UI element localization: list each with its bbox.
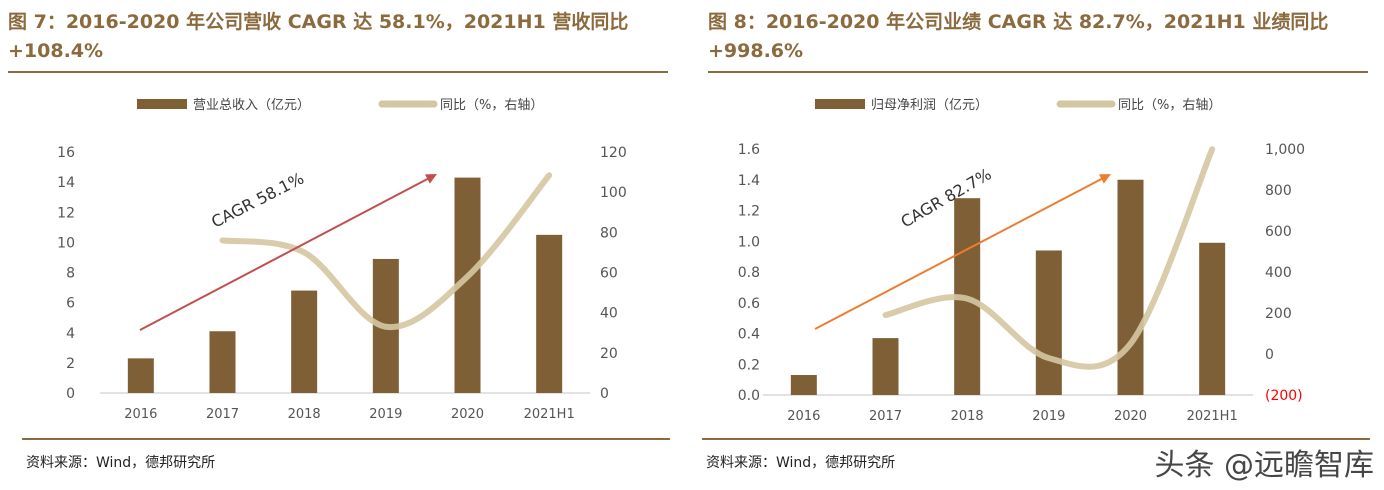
left-axis-tick: 1.6 [738,142,760,158]
left-axis-tick: 8 [66,266,75,282]
left-axis-tick: 1.2 [738,204,760,220]
left-axis-tick: 1.0 [738,234,760,250]
x-axis-tick: 2020 [451,407,484,422]
bar-2019 [1035,250,1062,395]
left-axis-tick: 4 [66,326,75,342]
footer-divider-1 [22,438,670,440]
title-divider-2 [708,71,1368,73]
bar-2021H1 [1199,242,1226,395]
right-axis-tick: 0 [1265,347,1274,363]
legend-line-label: 同比（%，右轴） [1118,98,1221,113]
bar-2017 [209,331,236,393]
right-axis-tick: 40 [600,306,618,322]
left-axis-tick: 0.4 [738,327,760,343]
bar-2020 [1117,179,1144,395]
footer-divider-2 [702,438,1370,440]
right-axis-tick: 600 [1265,224,1292,240]
right-axis-tick: 1,000 [1265,142,1305,158]
left-axis-tick: 12 [57,205,75,221]
legend-bar-swatch [137,99,187,109]
cagr-arrow [814,177,1103,330]
chart-title-2: 图 8：2016-2020 年公司业绩 CAGR 达 82.7%，2021H1 … [708,11,1329,62]
legend-bar-label: 营业总收入（亿元） [193,98,310,113]
right-axis-tick: 800 [1265,183,1292,199]
bar-2021H1 [536,234,563,393]
left-axis-tick: 0.2 [738,357,760,373]
right-axis-tick: 400 [1265,265,1292,281]
source-note-2: 资料来源：Wind，德邦研究所 [706,455,896,471]
x-axis-tick: 2018 [288,407,321,422]
cagr-arrowhead-icon [425,174,437,184]
x-axis-tick: 2017 [206,407,239,422]
legend-line-label: 同比（%，右轴） [440,98,543,113]
left-axis-tick: 10 [57,235,75,251]
right-axis-tick: 60 [600,266,618,282]
x-axis-tick: 2019 [369,407,402,422]
right-axis-tick: (200) [1265,388,1303,404]
cagr-arrowhead-icon [1099,174,1111,184]
title-divider-1 [8,71,668,73]
source-note-1: 资料来源：Wind，德邦研究所 [26,455,216,471]
watermark: 头条 @远瞻智库 [1154,448,1374,483]
chart-title-1: 图 7：2016-2020 年公司营收 CAGR 达 58.1%，2021H1 … [8,11,629,62]
cagr-label: CAGR 58.1% [208,169,307,232]
left-axis-tick: 0.8 [738,265,760,281]
left-axis-tick: 2 [66,356,75,372]
cagr-arrow [139,177,429,331]
x-axis-tick: 2019 [1032,409,1065,424]
left-axis-tick: 6 [66,296,75,312]
x-axis-tick: 2017 [869,409,902,424]
bar-2016 [790,375,817,395]
bar-2016 [127,358,154,393]
right-axis-tick: 0 [600,386,609,402]
x-axis-tick: 2016 [124,407,157,422]
x-axis-tick: 2021H1 [1187,409,1238,424]
x-axis-tick: 2020 [1114,409,1147,424]
left-axis-tick: 0.0 [738,388,760,404]
legend-bar-swatch [815,99,865,109]
left-axis-tick: 0 [66,386,75,402]
right-axis-tick: 120 [600,145,627,161]
yoy-line [882,146,1216,370]
bar-2017 [872,338,899,395]
right-axis-tick: 100 [600,185,627,201]
right-axis-tick: 80 [600,225,618,241]
left-axis-tick: 16 [57,145,75,161]
right-axis-tick: 20 [600,346,618,362]
x-axis-tick: 2018 [951,409,984,424]
left-axis-tick: 14 [57,175,75,191]
x-axis-tick: 2021H1 [524,407,575,422]
bar-2018 [291,290,318,393]
x-axis-tick: 2016 [787,409,820,424]
left-axis-tick: 1.4 [738,173,760,189]
right-axis-tick: 200 [1265,306,1292,322]
left-axis-tick: 0.6 [738,296,760,312]
legend-bar-label: 归母净利润（亿元） [871,98,988,113]
